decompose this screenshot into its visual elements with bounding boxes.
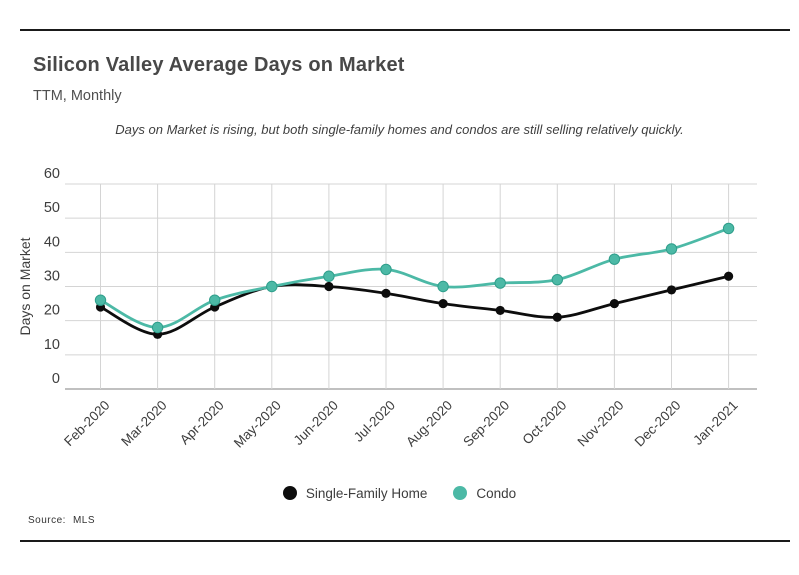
- condo-dot-feb-2020: [94, 294, 107, 306]
- single-family-home-dot-jun-2020: [324, 281, 334, 292]
- condo-dot-mar-2020: [151, 321, 164, 334]
- x-tick-label-jun-2020: Jun-2020: [291, 398, 341, 448]
- condo-dot-apr-2020: [209, 294, 221, 306]
- x-tick-label-may-2020: May-2020: [231, 398, 284, 451]
- x-tick-label-jul-2020: Jul-2020: [351, 398, 398, 445]
- condo-swatch-icon: [453, 486, 468, 500]
- y-tick-label-60: 60: [44, 166, 60, 182]
- x-tick-label-apr-2020: Apr-2020: [177, 398, 227, 448]
- condo-dot-dec-2020: [665, 243, 678, 255]
- legend-item-condo: Condo: [453, 486, 516, 501]
- legend: Single-Family Home Condo: [0, 483, 799, 503]
- single-family-home-dot-sep-2020: [495, 305, 505, 316]
- condo-dot-jul-2020: [380, 263, 392, 276]
- condo-dot-may-2020: [266, 280, 278, 293]
- condo-dot-jan-2021: [722, 222, 735, 235]
- condo-dot-oct-2020: [551, 273, 563, 286]
- single-family-home-dot-jan-2021: [724, 271, 734, 281]
- x-tick-label-sep-2020: Sep-2020: [460, 398, 512, 450]
- y-tick-label-40: 40: [44, 234, 60, 250]
- condo-dot-jun-2020: [323, 270, 335, 282]
- chart-annotation: Days on Market is rising, but both singl…: [115, 122, 684, 137]
- y-tick-label-30: 30: [44, 269, 60, 285]
- source-label: Source:: [28, 515, 66, 526]
- source-note: Source: MLS: [28, 515, 95, 526]
- single-family-home-dot-nov-2020: [609, 298, 620, 309]
- y-axis-title: Days on Market: [17, 237, 33, 335]
- condo-line: [99, 227, 730, 329]
- bottom-divider: [20, 540, 790, 542]
- x-tick-label-oct-2020: Oct-2020: [520, 398, 570, 448]
- condo-dot-sep-2020: [494, 277, 506, 289]
- y-tick-label-0: 0: [52, 371, 60, 387]
- single-family-home-dot-oct-2020: [552, 312, 562, 322]
- legend-item-single-family-home: Single-Family Home: [282, 485, 428, 501]
- source-value: MLS: [72, 515, 96, 526]
- x-tick-label-aug-2020: Aug-2020: [403, 398, 455, 450]
- x-tick-label-mar-2020: Mar-2020: [118, 398, 169, 449]
- legend-label-single-family-home: Single-Family Home: [305, 485, 428, 501]
- y-tick-label-50: 50: [44, 200, 60, 216]
- chart-subtitle: TTM, Monthly: [33, 88, 122, 104]
- condo-dot-nov-2020: [608, 253, 621, 265]
- chart-title: Silicon Valley Average Days on Market: [33, 54, 405, 76]
- single-family-home-swatch-icon: [282, 486, 297, 500]
- single-family-home-dot-aug-2020: [438, 298, 448, 309]
- top-divider: [20, 29, 790, 31]
- single-family-home-dot-jul-2020: [381, 288, 391, 298]
- single-family-home-dot-dec-2020: [666, 285, 677, 295]
- legend-label-condo: Condo: [476, 485, 517, 501]
- y-tick-label-10: 10: [44, 337, 60, 353]
- y-tick-label-20: 20: [44, 303, 60, 319]
- condo-dot-aug-2020: [437, 280, 449, 293]
- x-tick-label-nov-2020: Nov-2020: [575, 398, 627, 450]
- x-tick-label-jan-2021: Jan-2021: [690, 398, 740, 448]
- x-tick-label-dec-2020: Dec-2020: [632, 398, 684, 450]
- x-tick-label-feb-2020: Feb-2020: [61, 398, 112, 449]
- single-family-home-line: [99, 274, 730, 336]
